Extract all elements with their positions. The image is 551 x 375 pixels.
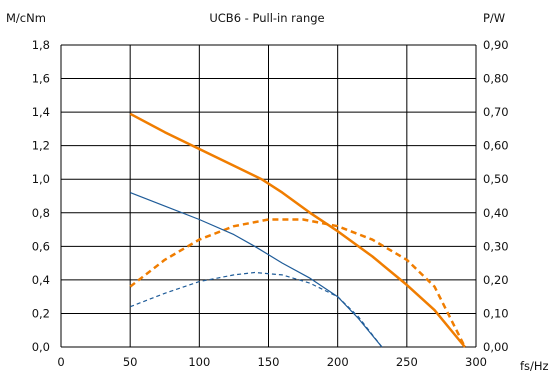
y-right-tick-label: 0,40 — [483, 206, 509, 220]
y-right-tick-label: 0,20 — [483, 273, 509, 287]
series-line-3 — [129, 192, 383, 348]
y-right-tick-label: 0,60 — [483, 139, 509, 153]
y-axis-right-label: P/W — [483, 11, 505, 25]
y-right-tick-label: 0,00 — [483, 340, 509, 354]
y-left-tick-label: 0,4 — [32, 273, 50, 287]
series-lines — [129, 112, 467, 348]
x-tick-label: 300 — [465, 355, 487, 369]
y-left-tick-label: 1,6 — [32, 72, 50, 86]
y-right-tick-label: 0,50 — [483, 172, 509, 186]
x-tick-label: 250 — [396, 355, 418, 369]
x-tick-label: 0 — [57, 355, 64, 369]
y-left-tick-label: 1,4 — [32, 105, 50, 119]
y-left-tick-label: 0,2 — [32, 306, 50, 320]
y-right-tick-label: 0,90 — [483, 38, 509, 52]
grid — [60, 44, 477, 348]
y-left-tick-label: 1,2 — [32, 139, 50, 153]
chart-title: UCB6 - Pull-in range — [209, 11, 324, 25]
x-axis-label: fs/Hz — [520, 359, 549, 373]
y-left-tick-label: 0,8 — [32, 206, 50, 220]
x-tick-label: 50 — [123, 355, 138, 369]
series-line-1 — [129, 112, 466, 348]
y-right-tick-label: 0,30 — [483, 239, 509, 253]
y-right-tick-label: 0,70 — [483, 105, 509, 119]
series-line-4 — [129, 271, 383, 348]
y-axis-left-label: M/cNm — [6, 11, 46, 25]
y-left-tick-label: 0,6 — [32, 239, 50, 253]
series-line-2 — [129, 218, 467, 348]
y-left-tick-label: 1,0 — [32, 172, 50, 186]
y-left-tick-label: 0,0 — [32, 340, 50, 354]
y-left-tick-label: 1,8 — [32, 38, 50, 52]
y-right-tick-label: 0,80 — [483, 72, 509, 86]
x-tick-label: 100 — [188, 355, 210, 369]
tick-labels: 0 50 100 150 200 250 300 0,0 0,2 0,4 0,6 0,8 1,0 1,2 1… — [32, 38, 509, 369]
x-tick-label: 200 — [327, 355, 349, 369]
y-right-tick-label: 0,10 — [483, 306, 509, 320]
x-tick-label: 150 — [258, 355, 280, 369]
